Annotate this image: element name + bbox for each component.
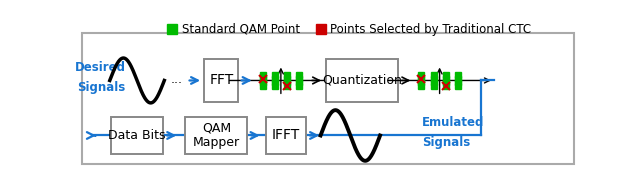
Text: Signals: Signals bbox=[77, 81, 125, 94]
Text: Data Bits: Data Bits bbox=[108, 129, 166, 142]
Text: Standard QAM Point: Standard QAM Point bbox=[182, 23, 300, 36]
Text: ...: ... bbox=[171, 73, 183, 86]
FancyBboxPatch shape bbox=[111, 117, 163, 154]
FancyBboxPatch shape bbox=[326, 59, 397, 102]
Text: Desired: Desired bbox=[76, 61, 126, 74]
Text: QAM
Mapper: QAM Mapper bbox=[193, 121, 240, 149]
FancyBboxPatch shape bbox=[266, 117, 306, 154]
Text: FFT: FFT bbox=[209, 74, 234, 87]
Text: IFFT: IFFT bbox=[272, 128, 300, 143]
FancyBboxPatch shape bbox=[205, 59, 238, 102]
Text: Quantization: Quantization bbox=[322, 74, 402, 87]
FancyBboxPatch shape bbox=[186, 117, 248, 154]
Text: Points Selected by Traditional CTC: Points Selected by Traditional CTC bbox=[330, 23, 532, 36]
Text: Signals: Signals bbox=[422, 136, 470, 149]
Text: Emulated: Emulated bbox=[422, 116, 484, 129]
